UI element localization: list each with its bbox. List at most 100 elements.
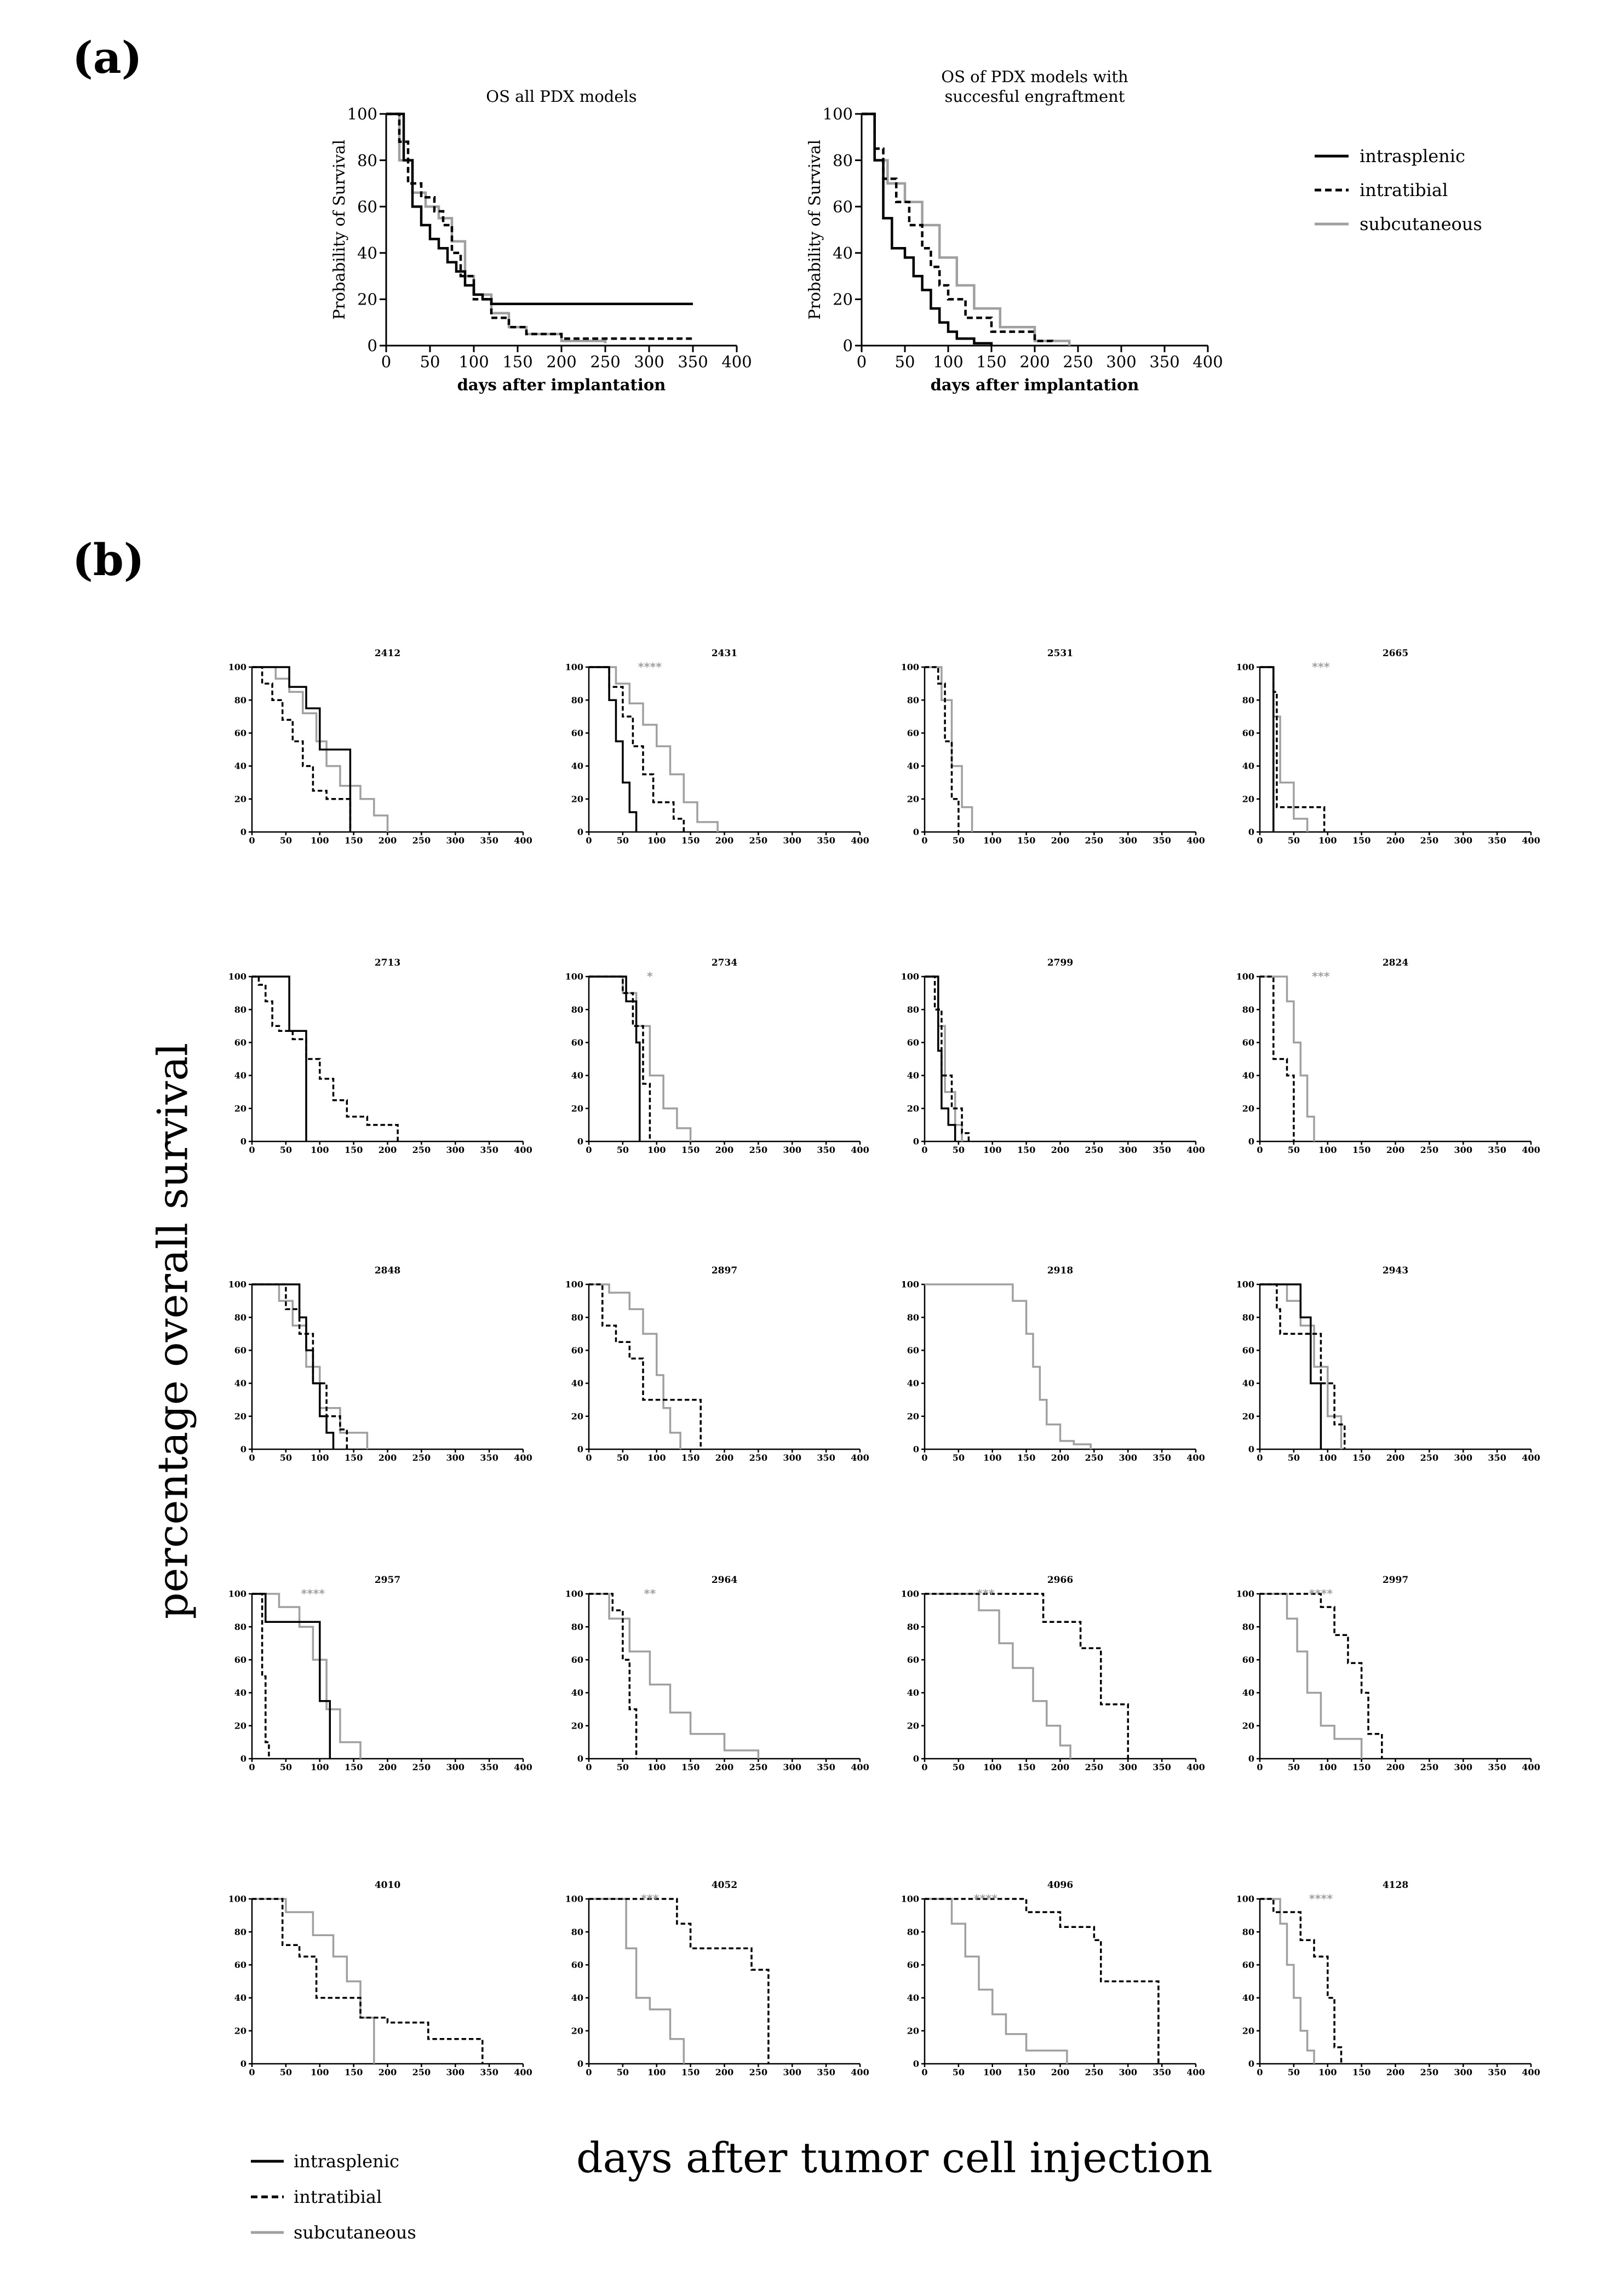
y-tick-label: 20 <box>571 1720 583 1731</box>
x-tick-label: 150 <box>1352 1762 1371 1772</box>
series-subcutaneous <box>925 1283 1092 1449</box>
x-tick-label: 50 <box>617 1762 629 1772</box>
x-tick-label: 300 <box>783 1762 801 1772</box>
x-tick-label: 250 <box>412 2067 431 2077</box>
y-tick-label: 40 <box>234 1378 246 1388</box>
series-intratibial <box>252 1283 348 1449</box>
x-tick-label: 150 <box>1352 1145 1371 1155</box>
chart-title: OS all PDX models <box>486 87 637 106</box>
x-tick-label: 400 <box>514 2067 532 2077</box>
y-tick-label: 20 <box>234 2025 246 2036</box>
x-tick-label: 100 <box>983 2067 1001 2077</box>
x-tick-label: 300 <box>783 2067 801 2077</box>
x-tick-label: 50 <box>953 835 965 846</box>
x-tick-label: 150 <box>681 2067 699 2077</box>
x-tick-label: 50 <box>617 1453 629 1463</box>
x-tick-label: 0 <box>1257 1762 1263 1772</box>
y-tick-label: 20 <box>1242 2025 1254 2036</box>
y-tick-label: 80 <box>833 151 853 170</box>
x-tick-label: 350 <box>1488 1145 1506 1155</box>
x-tick-label: 300 <box>446 1145 465 1155</box>
series-intratibial <box>589 975 651 1141</box>
x-tick-label: 100 <box>458 353 489 371</box>
x-tick-label: 100 <box>1318 1145 1337 1155</box>
x-tick-label: 100 <box>1318 2067 1337 2077</box>
series-intratibial <box>386 112 693 340</box>
x-tick-label: 300 <box>783 1145 801 1155</box>
x-tick-label: 0 <box>586 1453 592 1463</box>
series-subcutaneous <box>1260 1283 1343 1449</box>
significance-marker: * <box>647 969 653 983</box>
x-tick-label: 0 <box>381 353 391 371</box>
chart-a1: 0 50 100 150 200 250 300 350 400 0 20 40 60 80 100 OS a… <box>330 87 752 394</box>
y-tick-label: 100 <box>228 1279 246 1290</box>
series-subcutaneous <box>589 666 719 832</box>
series-intrasplenic <box>1260 1283 1322 1449</box>
x-tick-label: 200 <box>715 1145 733 1155</box>
y-tick-label: 100 <box>228 662 246 673</box>
y-tick-label: 40 <box>907 761 919 771</box>
series-intrasplenic <box>862 112 993 346</box>
y-tick-label: 80 <box>571 1005 583 1015</box>
x-tick-label: 150 <box>681 1145 699 1155</box>
y-tick-label: 40 <box>907 1378 919 1388</box>
chart-2918: 0 50 100 150 200 250 300 350 400 0 20 40 60 80 100 2918 <box>901 1265 1205 1463</box>
x-tick-label: 200 <box>379 1762 397 1772</box>
chart-4052: 0 50 100 150 200 250 300 350 400 0 20 40 60 80 100 4052… <box>565 1880 869 2077</box>
chart-title: 2665 <box>1383 648 1408 659</box>
y-tick-label: 20 <box>1242 1103 1254 1113</box>
x-tick-label: 300 <box>634 353 664 371</box>
series-intratibial <box>589 1593 638 1759</box>
series-subcutaneous <box>589 975 692 1141</box>
y-tick-label: 20 <box>1242 1720 1254 1731</box>
y-tick-label: 40 <box>1242 1993 1254 2003</box>
x-tick-label: 0 <box>921 2067 927 2077</box>
y-tick-label: 100 <box>823 105 853 123</box>
y-tick-label: 40 <box>234 1993 246 2003</box>
x-tick-label: 250 <box>749 1453 767 1463</box>
series-intratibial <box>252 1898 484 2064</box>
x-tick-label: 350 <box>817 1145 835 1155</box>
x-tick-label: 350 <box>480 2067 498 2077</box>
y-tick-label: 80 <box>234 1005 246 1015</box>
chart-title: 2799 <box>1047 957 1073 968</box>
x-tick-label: 50 <box>1288 2067 1300 2077</box>
x-tick-label: 50 <box>953 1145 965 1155</box>
x-tick-label: 350 <box>480 1453 498 1463</box>
x-tick-label: 400 <box>851 1453 869 1463</box>
series-intratibial <box>925 666 960 832</box>
chart-title: 4128 <box>1383 1880 1408 1891</box>
x-tick-label: 400 <box>1522 835 1540 846</box>
y-tick-label: 100 <box>228 1894 246 1904</box>
y-tick-label: 100 <box>347 105 377 123</box>
x-tick-label: 250 <box>749 1145 767 1155</box>
x-tick-label: 400 <box>1186 1762 1205 1772</box>
legend-a-label: intrasplenic <box>1360 146 1465 167</box>
x-tick-label: 150 <box>1017 835 1035 846</box>
x-tick-label: 350 <box>817 835 835 846</box>
x-tick-label: 150 <box>976 353 1006 371</box>
y-tick-label: 60 <box>571 1655 583 1665</box>
legend-a-label: intratibial <box>1360 180 1448 200</box>
x-tick-label: 200 <box>1051 1453 1069 1463</box>
chart-2665: 0 50 100 150 200 250 300 350 400 0 20 40 60 80 100 2665… <box>1236 648 1540 846</box>
x-tick-label: 350 <box>1488 1453 1506 1463</box>
x-tick-label: 50 <box>420 353 440 371</box>
y-tick-label: 40 <box>1242 1378 1254 1388</box>
x-tick-label: 350 <box>678 353 708 371</box>
x-tick-label: 0 <box>249 1762 255 1772</box>
chart-2966: 0 50 100 150 200 250 300 350 400 0 20 40 60 80 100 2966… <box>901 1575 1205 1772</box>
chart-2799: 0 50 100 150 200 250 300 350 400 0 20 40 60 80 100 2799 <box>901 957 1205 1155</box>
y-tick-label: 40 <box>234 761 246 771</box>
y-tick-label: 20 <box>1242 1411 1254 1421</box>
x-tick-label: 0 <box>586 835 592 846</box>
x-tick-label: 250 <box>1085 1762 1103 1772</box>
series-subcutaneous <box>589 1593 760 1759</box>
x-tick-label: 350 <box>1488 835 1506 846</box>
x-tick-label: 100 <box>983 1762 1001 1772</box>
y-tick-label: 20 <box>907 794 919 804</box>
y-tick-label: 0 <box>240 1444 246 1455</box>
x-tick-label: 400 <box>1192 353 1223 371</box>
x-tick-label: 400 <box>851 2067 869 2077</box>
y-tick-label: 100 <box>228 972 246 982</box>
